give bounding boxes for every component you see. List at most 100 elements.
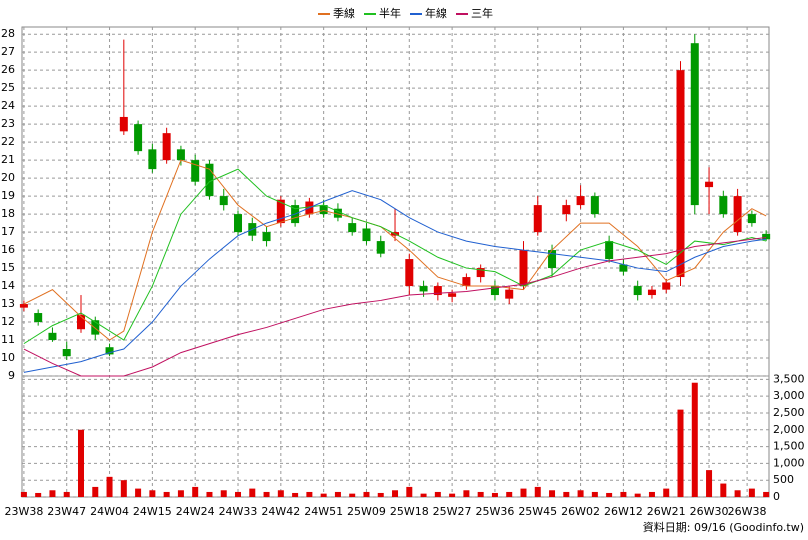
candle-body xyxy=(676,70,685,278)
y2-tick-label: 0 xyxy=(773,490,780,503)
volume-bar xyxy=(677,409,684,497)
x-tick-label: 24W24 xyxy=(176,505,215,518)
x-tick-label: 23W47 xyxy=(47,505,86,518)
volume-bar xyxy=(63,491,70,497)
y2-tick-label: 2,000 xyxy=(773,423,805,436)
y-tick-label: 9 xyxy=(8,369,15,382)
candle-body xyxy=(162,133,171,161)
volume-bar xyxy=(220,490,227,497)
candle-body xyxy=(419,286,428,292)
ma-line xyxy=(23,168,767,345)
x-tick-label: 24W51 xyxy=(304,505,343,518)
volume-bar xyxy=(277,490,284,497)
volume-bar xyxy=(263,491,270,497)
candle-body xyxy=(405,259,414,287)
y-tick-label: 27 xyxy=(1,45,15,58)
y-tick-label: 13 xyxy=(1,297,15,310)
volume-bar xyxy=(163,491,170,497)
y-tick-label: 19 xyxy=(1,189,15,202)
candle-body xyxy=(590,196,599,215)
volume-bar xyxy=(106,476,113,497)
y-tick-label: 26 xyxy=(1,63,15,76)
volume-bar xyxy=(420,493,427,497)
plot-frame xyxy=(21,26,770,498)
volume-bar xyxy=(377,492,384,497)
volume-bar xyxy=(363,491,370,497)
volume-bar xyxy=(20,491,27,497)
volume-bar xyxy=(349,493,356,497)
candle-body xyxy=(619,264,628,272)
volume-bar xyxy=(149,490,156,497)
y2-tick-label: 3,500 xyxy=(773,372,805,385)
candle-body xyxy=(733,196,742,233)
volume-bar xyxy=(434,491,441,497)
volume-bar xyxy=(463,490,470,497)
x-tick-label: 26W38 xyxy=(728,505,767,518)
candle-body xyxy=(34,313,43,323)
y-tick-label: 20 xyxy=(1,171,15,184)
candle-body xyxy=(219,196,228,206)
x-tick-label: 24W33 xyxy=(219,505,258,518)
volume-bar xyxy=(734,490,741,497)
candle-body xyxy=(505,289,514,299)
volume-bar xyxy=(706,470,713,497)
x-tick-label: 26W30 xyxy=(690,505,729,518)
candle-body xyxy=(191,160,200,182)
x-tick-label: 25W36 xyxy=(476,505,515,518)
candle-body xyxy=(348,223,357,233)
ma-line xyxy=(23,236,767,377)
y-tick-label: 23 xyxy=(1,117,15,130)
y-tick-label: 28 xyxy=(1,27,15,40)
x-tick-label: 24W15 xyxy=(133,505,172,518)
volume-bar xyxy=(620,491,627,497)
ma-line xyxy=(23,159,767,341)
legend-label: 三年 xyxy=(471,6,493,20)
candle-body xyxy=(262,232,271,242)
x-tick-label: 25W45 xyxy=(518,505,557,518)
volume-bar xyxy=(120,480,127,497)
volume-bar xyxy=(177,490,184,497)
volume-bar xyxy=(235,491,242,497)
candle-body xyxy=(605,241,614,260)
candle-body xyxy=(105,347,114,355)
y-tick-label: 15 xyxy=(1,261,15,274)
candle-body xyxy=(91,320,100,335)
candle-body xyxy=(576,196,585,206)
volume-bar xyxy=(477,491,484,497)
candle-body xyxy=(662,282,671,290)
candle-body xyxy=(433,286,442,296)
volume-bar xyxy=(292,492,299,497)
volume-bar xyxy=(534,486,541,497)
volume-bar xyxy=(748,488,755,497)
volume-bar xyxy=(691,382,698,497)
volume-bar xyxy=(77,429,84,497)
candle-body xyxy=(747,214,756,224)
y-tick-label: 25 xyxy=(1,81,15,94)
y2-tick-label: 2,500 xyxy=(773,406,805,419)
candle-body xyxy=(134,124,143,152)
volume-bar xyxy=(491,492,498,497)
y2-tick-label: 1,500 xyxy=(773,440,805,453)
x-tick-label: 24W42 xyxy=(261,505,300,518)
volume-bar xyxy=(606,492,613,497)
x-tick-label: 25W09 xyxy=(347,505,386,518)
y-tick-label: 10 xyxy=(1,351,15,364)
x-tick-label: 26W21 xyxy=(647,505,686,518)
candle-body xyxy=(719,196,728,215)
y-tick-label: 22 xyxy=(1,135,15,148)
candle-body xyxy=(62,349,71,357)
candle-body xyxy=(148,149,157,170)
candle-body xyxy=(762,233,771,240)
volume-bar xyxy=(549,490,556,497)
candle-body xyxy=(533,205,542,233)
candle-body xyxy=(176,149,185,161)
legend-label: 半年 xyxy=(379,6,401,20)
y-tick-label: 21 xyxy=(1,153,15,166)
candle-body xyxy=(462,277,471,287)
candle-body xyxy=(119,116,128,132)
candle-body xyxy=(690,43,699,206)
volume-bar xyxy=(320,493,327,497)
x-tick-label: 24W04 xyxy=(90,505,129,518)
volume-bar xyxy=(563,491,570,497)
